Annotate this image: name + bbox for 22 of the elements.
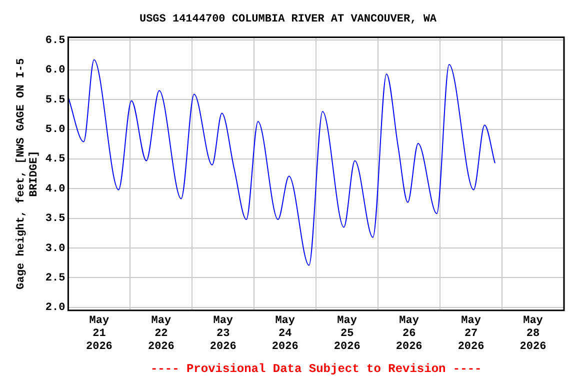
line-series	[68, 59, 496, 266]
x-tick-label: May 25 2026	[334, 314, 360, 354]
x-tick-label: May 24 2026	[272, 314, 298, 354]
y-tick-label: 6.5	[45, 34, 66, 47]
y-tick-label: 2.0	[45, 302, 66, 314]
y-tick-label: 3.5	[45, 213, 66, 226]
x-tick-label: May 26 2026	[396, 314, 422, 354]
x-tick-label: May 21 2026	[86, 314, 112, 354]
y-tick-label: 5.5	[45, 94, 66, 106]
chart-title: USGS 14144700 COLUMBIA RIVER AT VANCOUVER, WA	[139, 13, 437, 26]
y-tick-label: 6.0	[45, 64, 66, 77]
y-tick-label: 2.5	[45, 272, 66, 284]
y-tick-label: 5.0	[45, 124, 66, 136]
text: ---- Provisional Data Subject to Revision ----	[150, 362, 482, 376]
y-tick-label: 4.0	[45, 183, 66, 196]
y-tick-label: 3.0	[45, 242, 66, 255]
x-tick-label: May 28 2026	[520, 314, 546, 354]
x-tick-label: May 22 2026	[148, 314, 174, 354]
y-tick-label: 4.5	[45, 154, 66, 166]
x-tick-label: May 27 2026	[458, 314, 484, 354]
y-axis-title: Gage height, feet, [NWS GAGE ON I-5 BRIDGE]	[14, 58, 41, 290]
x-tick-label: May 23 2026	[210, 314, 236, 354]
